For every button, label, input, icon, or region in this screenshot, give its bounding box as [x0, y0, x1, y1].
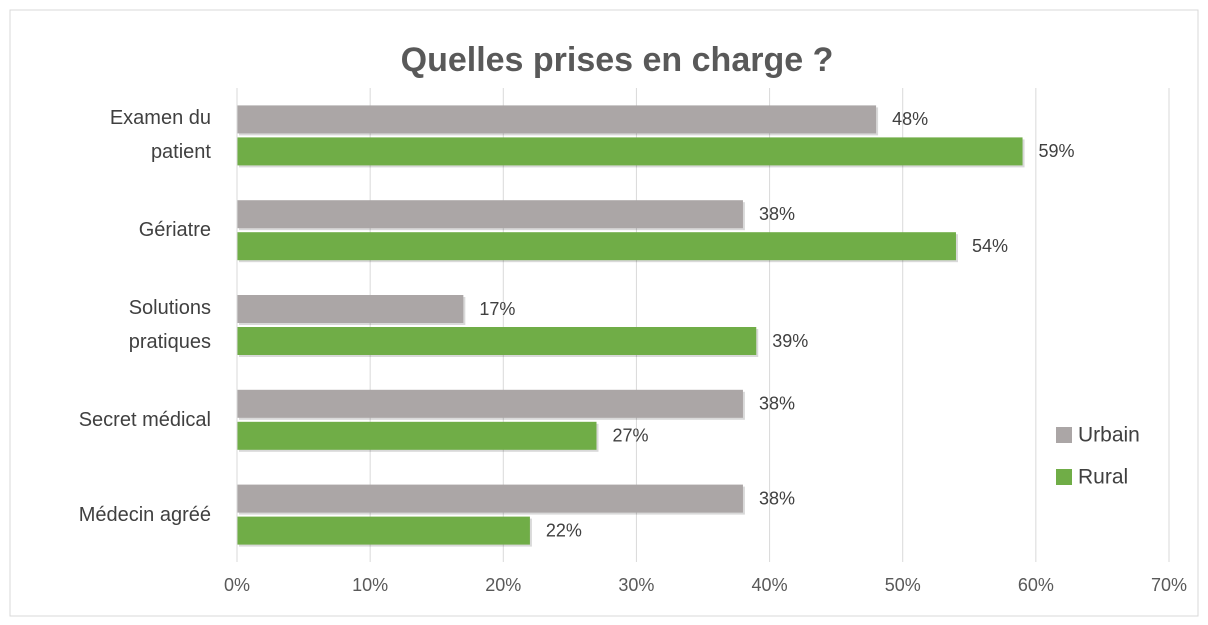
legend-label: Rural — [1078, 466, 1128, 489]
bar — [237, 421, 597, 450]
bar — [237, 232, 956, 261]
bar — [237, 327, 757, 355]
bar — [237, 484, 743, 513]
data-label: 54% — [972, 236, 1008, 256]
x-tick-label: 40% — [752, 575, 788, 595]
data-label: 48% — [892, 109, 928, 129]
bar — [237, 200, 743, 229]
y-tick-label: Examen du patient — [109, 107, 211, 164]
x-tick-label: 20% — [485, 575, 521, 595]
data-label: 39% — [772, 331, 808, 351]
bar — [237, 389, 743, 418]
data-label: 17% — [479, 299, 515, 319]
x-tick-label: 60% — [1018, 575, 1054, 595]
data-label: 38% — [759, 204, 795, 224]
y-tick-label: Solutions pratiques — [128, 297, 211, 353]
bar — [237, 516, 530, 545]
data-label: 38% — [759, 394, 795, 414]
data-label: 22% — [546, 520, 582, 540]
bar — [237, 295, 464, 323]
data-label: 38% — [759, 488, 795, 508]
legend-swatch — [1056, 469, 1072, 485]
y-tick-label: Secret médical — [78, 408, 211, 431]
x-tick-label: 50% — [885, 575, 921, 595]
x-tick-label: 70% — [1151, 575, 1187, 595]
y-tick-label: Médecin agréé — [78, 503, 211, 526]
x-tick-label: 30% — [618, 575, 654, 595]
bar — [237, 105, 877, 134]
y-tick-label: Gériatre — [138, 219, 211, 242]
x-tick-label: 0% — [224, 575, 250, 595]
legend-label: Urbain — [1078, 424, 1140, 447]
bar — [237, 137, 1023, 166]
data-label: 59% — [1039, 141, 1075, 161]
x-tick-label: 10% — [352, 575, 388, 595]
legend-swatch — [1056, 427, 1072, 443]
chart-title: Quelles prises en charge ? — [401, 41, 834, 79]
data-label: 27% — [612, 426, 648, 446]
